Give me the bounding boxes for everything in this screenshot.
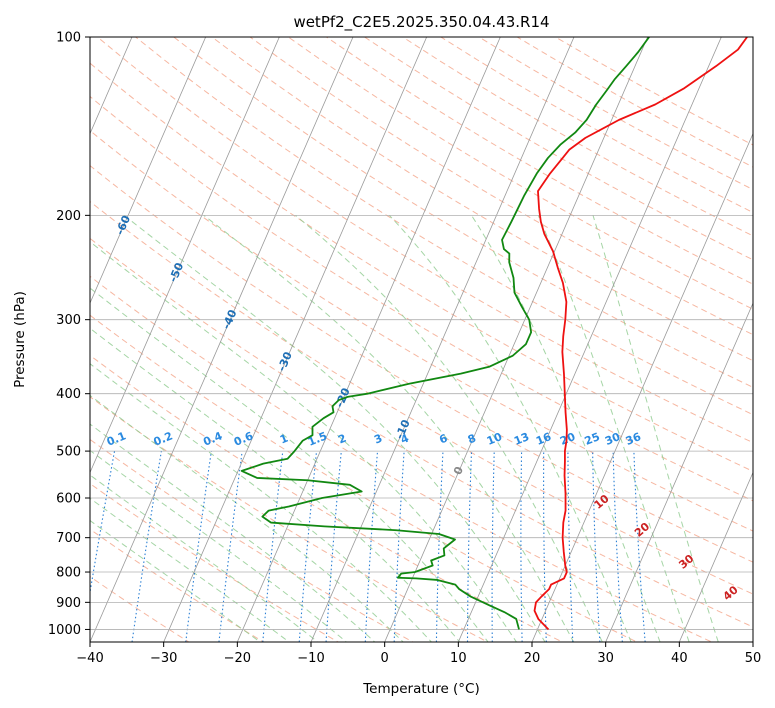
x-axis-title: Temperature (°C) <box>362 681 480 697</box>
y-tick-label: 400 <box>56 387 81 402</box>
isotherm-line <box>457 37 722 642</box>
moist-adiabats <box>90 214 719 642</box>
y-tick-label: 600 <box>56 492 81 507</box>
y-axis-title: Pressure (hPa) <box>12 291 28 388</box>
x-tick-label: 40 <box>671 651 688 666</box>
dry-adiabat-line <box>325 37 753 285</box>
isotherm-line <box>531 132 753 642</box>
y-tick-label: 800 <box>56 566 81 581</box>
isotherm-line <box>310 37 575 642</box>
mixing-ratio-label: 1 <box>278 432 290 447</box>
isotherm-line <box>90 37 354 642</box>
isotherm-line <box>163 37 428 642</box>
moist-adiabat-line <box>123 214 546 642</box>
moist-adiabat-line <box>90 449 348 642</box>
mixing-ratio-label: 20 <box>558 430 577 448</box>
y-tick-label: 900 <box>56 596 81 611</box>
dry-adiabat-line <box>211 37 753 362</box>
temperature-profile-line <box>533 37 748 631</box>
moist-adiabat-line <box>90 497 290 642</box>
y-tick-label: 300 <box>56 313 81 328</box>
x-tick-label: 20 <box>524 651 541 666</box>
y-tick-label: 100 <box>56 31 81 46</box>
isotherm-line <box>90 37 207 305</box>
pressure-gridlines <box>90 37 753 630</box>
dry-adiabat-line <box>90 482 340 642</box>
x-tick-label: 30 <box>597 651 614 666</box>
mixing-ratio-label: 16 <box>534 430 553 448</box>
moist-adiabat-line <box>90 519 262 642</box>
plot-frame <box>89 36 754 643</box>
moist-adiabat-line <box>90 394 404 642</box>
moist-adiabat-line <box>295 214 603 642</box>
mixing-ratio-label: 2 <box>336 432 348 447</box>
dry-adiabat-line <box>90 130 753 532</box>
x-tick-label: 0 <box>381 651 389 666</box>
x-tick-label: −10 <box>297 651 324 666</box>
isotherm-line <box>90 37 133 135</box>
isotherm-line <box>605 302 753 642</box>
moist-adiabat-line <box>90 363 433 642</box>
isotherm-line <box>236 37 501 642</box>
moist-adiabat-line <box>592 215 719 642</box>
y-axis-ticks: 100 200 300 400 500 600 700 800 900 1000 <box>48 31 90 638</box>
mixing-ratio-label: 10 <box>485 430 504 448</box>
moist-adiabat-line <box>90 241 518 642</box>
moist-adiabat-line <box>471 215 661 642</box>
isotherm-line <box>384 37 649 642</box>
isotherm-line <box>678 471 753 642</box>
y-tick-label: 200 <box>56 209 81 224</box>
x-tick-label: 10 <box>450 651 467 666</box>
y-tick-label: 1000 <box>48 623 81 638</box>
mixing-ratio-label: 30 <box>603 430 622 448</box>
y-tick-label: 700 <box>56 531 81 546</box>
moist-adiabat-line <box>90 287 489 642</box>
mixing-ratio-label: 8 <box>466 432 478 447</box>
dewpoint-profile-line <box>240 37 650 630</box>
dry-adiabat-line <box>90 200 753 595</box>
moist-adiabat-line <box>203 214 575 642</box>
x-tick-label: 50 <box>745 651 762 666</box>
mixing-ratio-label: 3 <box>372 432 384 447</box>
y-tick-label: 500 <box>56 445 81 460</box>
x-tick-label: −40 <box>76 651 103 666</box>
moist-adiabat-line <box>90 474 319 642</box>
dry-adiabat-line <box>90 528 265 642</box>
dry-adiabat-line <box>90 275 713 642</box>
plot-area: -100-90-80-70-60-50-40-30-20-1000.10.20.… <box>90 37 753 642</box>
isotherm-line <box>90 37 280 474</box>
dry-adiabat-line <box>287 37 753 310</box>
mixing-ratio-label: 13 <box>512 430 531 448</box>
mixing-ratio-label: 36 <box>624 430 643 448</box>
mixing-ratio-label: 25 <box>583 430 602 448</box>
dry-adiabat-line <box>90 396 489 642</box>
chart-title: wetPf2_C2E5.2025.350.04.43.R14 <box>293 13 549 32</box>
x-tick-label: −30 <box>150 651 177 666</box>
x-tick-label: −20 <box>224 651 251 666</box>
profile-lines <box>240 37 748 631</box>
x-axis-ticks: −40 −30 −20 −10 0 10 20 30 40 50 <box>76 642 761 666</box>
moist-adiabat-line <box>388 214 632 642</box>
moist-adiabat-line <box>537 215 690 642</box>
dry-adiabat-line <box>96 37 753 444</box>
isotherms <box>90 37 753 642</box>
